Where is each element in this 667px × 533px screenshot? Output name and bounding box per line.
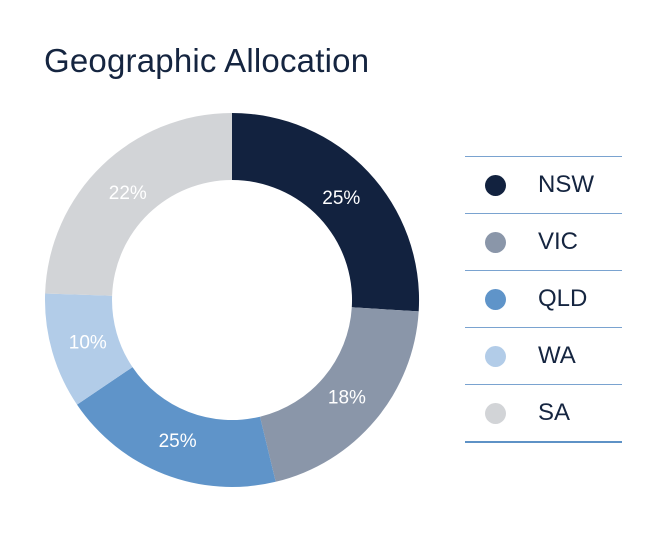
donut-slice-label-vic: 18%	[328, 387, 366, 408]
donut-segment-qld	[77, 367, 276, 487]
donut-slice-label-wa: 10%	[69, 332, 107, 353]
donut-slice-label-sa: 22%	[109, 183, 147, 204]
legend-label: WA	[538, 342, 576, 369]
legend-swatch-icon	[485, 174, 506, 196]
donut-slice-label-nsw: 25%	[322, 188, 360, 209]
page-title: Geographic Allocation	[44, 42, 370, 79]
legend-swatch-icon	[485, 288, 506, 310]
legend-item-nsw: NSW	[465, 156, 622, 213]
donut-segment-nsw	[232, 112, 420, 312]
legend-label: VIC	[538, 228, 579, 255]
legend-label: QLD	[538, 285, 588, 312]
legend-swatch-icon	[485, 231, 506, 253]
donut-segment-sa	[45, 113, 232, 296]
donut-slice-label-qld: 25%	[159, 431, 197, 452]
donut-segment-vic	[260, 307, 419, 482]
legend-item-wa: WA	[465, 327, 622, 384]
legend-swatch-icon	[485, 345, 506, 367]
legend-label: SA	[538, 399, 571, 426]
legend-item-qld: QLD	[465, 270, 622, 327]
chart-legend: NSW VIC QLD WA SA	[465, 156, 622, 443]
legend-swatch-icon	[485, 402, 506, 424]
donut-segment-wa	[44, 293, 133, 405]
legend-item-sa: SA	[465, 384, 622, 441]
legend-label: NSW	[538, 171, 594, 198]
donut-chart-svg: 25% 18% 25% 10% 22%	[44, 112, 420, 487]
legend-item-vic: VIC	[465, 213, 622, 270]
donut-chart: 25% 18% 25% 10% 22%	[32, 100, 432, 500]
